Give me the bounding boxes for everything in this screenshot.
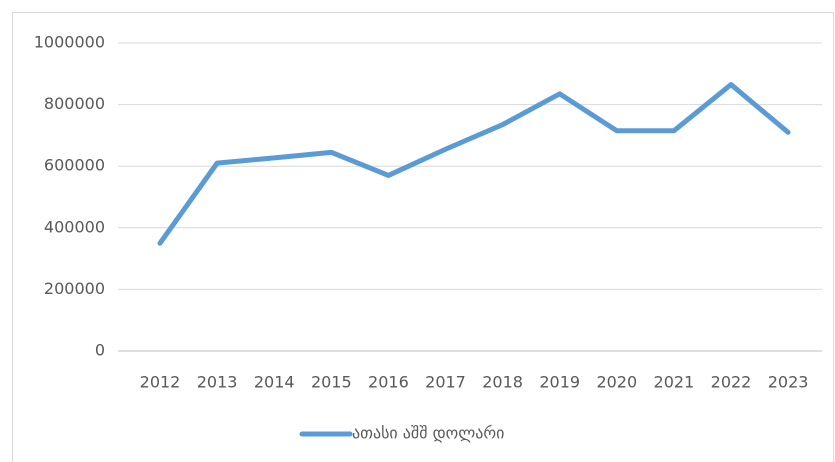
x-tick-label: 2022 [711,373,752,392]
line [157,82,791,246]
y-tick-label: 600000 [44,156,105,175]
legend-label: ათასი აშშ დოლარი [352,424,504,443]
chart-border [12,12,834,462]
y-tick-label: 1000000 [34,33,105,52]
x-tick-label: 2021 [654,373,695,392]
x-tick-label: 2023 [768,373,809,392]
x-tick-label: 2020 [596,373,637,392]
x-tick-label: 2012 [140,373,181,392]
x-tick-label: 2017 [425,373,466,392]
y-tick-label: 800000 [44,94,105,113]
x-tick-label: 2018 [482,373,523,392]
y-tick-label: 400000 [44,217,105,236]
x-tick-label: 2015 [311,373,352,392]
x-tick-label: 2014 [254,373,295,392]
x-tick-label: 2016 [368,373,409,392]
x-tick-label: 2019 [539,373,580,392]
y-tick-label: 200000 [44,279,105,298]
x-tick-label: 2013 [197,373,238,392]
y-tick-label: 0 [95,341,105,360]
